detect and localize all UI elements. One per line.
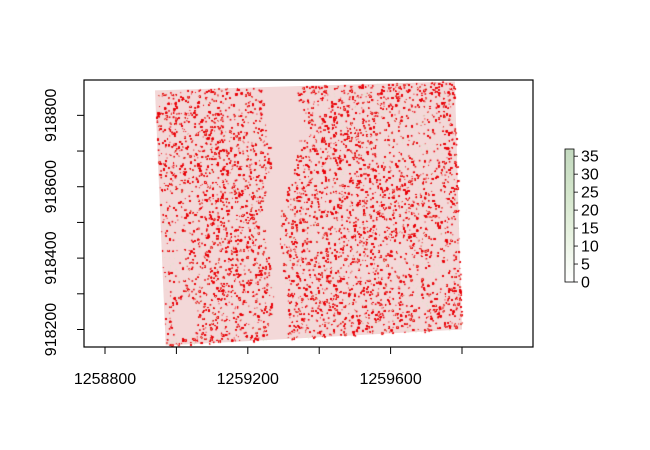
x-axis: 1258800 1259200 1259600 bbox=[74, 347, 463, 388]
colorbar-label: 20 bbox=[581, 203, 599, 220]
y-axis: 918200918400918600918800918200 bbox=[43, 89, 84, 356]
x-tick-label: 1259200 bbox=[217, 371, 279, 388]
y-tick-label: 918400 bbox=[43, 231, 60, 284]
x-tick-label: 1259600 bbox=[359, 371, 421, 388]
colorbar-label: 30 bbox=[581, 167, 599, 184]
colorbar bbox=[564, 148, 575, 283]
y-tick-label: 918200 bbox=[43, 303, 60, 356]
colorbar-label: 25 bbox=[581, 185, 599, 202]
colorbar-label: 5 bbox=[581, 257, 590, 274]
colorbar-label: 15 bbox=[581, 221, 599, 238]
colorbar-label: 0 bbox=[581, 275, 590, 292]
colorbar-label: 10 bbox=[581, 239, 599, 256]
colorbar-label: 35 bbox=[581, 149, 599, 166]
y-tick-label: 918600 bbox=[43, 160, 60, 213]
x-tick-label: 1258800 bbox=[74, 371, 136, 388]
plot-frame bbox=[83, 79, 534, 348]
y-tick-label: 918800 bbox=[43, 89, 60, 142]
